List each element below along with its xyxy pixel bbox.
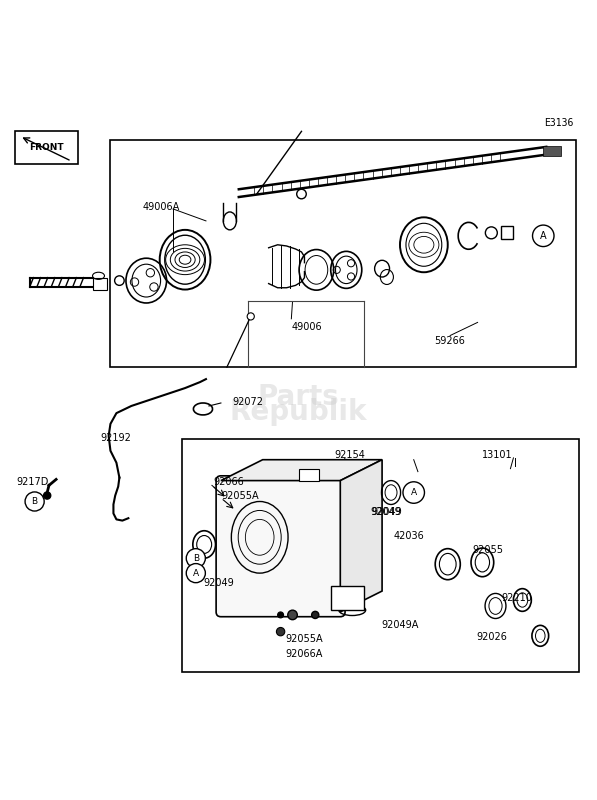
- Text: 92192: 92192: [100, 433, 131, 442]
- Text: 9217D: 9217D: [17, 478, 49, 487]
- Text: 92049: 92049: [203, 578, 234, 588]
- Text: Republik: Republik: [230, 398, 367, 426]
- Circle shape: [278, 612, 284, 618]
- Text: FRONT: FRONT: [29, 143, 63, 152]
- Polygon shape: [221, 460, 382, 481]
- Text: A: A: [193, 569, 199, 578]
- Text: 59266: 59266: [435, 337, 466, 346]
- Text: Parts: Parts: [258, 383, 339, 411]
- Circle shape: [247, 313, 254, 320]
- Text: 92049: 92049: [370, 507, 401, 518]
- Text: 92049A: 92049A: [381, 620, 418, 630]
- Circle shape: [288, 610, 297, 620]
- Text: 42036: 42036: [394, 531, 425, 541]
- Circle shape: [186, 563, 205, 582]
- Text: A: A: [540, 231, 547, 241]
- Text: 49006A: 49006A: [142, 202, 179, 212]
- Circle shape: [403, 482, 424, 503]
- Bar: [543, 146, 561, 157]
- Text: 92026: 92026: [476, 632, 507, 642]
- Bar: [182, 439, 579, 672]
- Circle shape: [276, 627, 285, 636]
- Text: 92066A: 92066A: [285, 649, 323, 658]
- Text: 92055A: 92055A: [285, 634, 323, 644]
- Bar: [501, 226, 513, 239]
- Circle shape: [533, 225, 554, 246]
- Text: 49006: 49006: [291, 322, 322, 332]
- Bar: [331, 586, 364, 610]
- Text: B: B: [193, 554, 199, 562]
- Circle shape: [25, 492, 44, 511]
- Polygon shape: [340, 460, 382, 612]
- Circle shape: [186, 549, 205, 568]
- Text: A: A: [411, 488, 417, 497]
- Circle shape: [44, 492, 51, 499]
- Bar: [93, 278, 107, 290]
- Text: B: B: [32, 497, 38, 506]
- Bar: [15, 131, 78, 164]
- Text: 92154: 92154: [334, 450, 365, 460]
- Text: 92072: 92072: [233, 397, 264, 406]
- Circle shape: [312, 611, 319, 618]
- Text: 92066: 92066: [214, 478, 245, 487]
- FancyBboxPatch shape: [216, 476, 345, 617]
- Text: 92049: 92049: [371, 506, 402, 517]
- Text: 92055A: 92055A: [221, 490, 259, 501]
- Text: 92210: 92210: [501, 594, 533, 603]
- Text: E3136: E3136: [544, 118, 573, 128]
- Bar: [298, 469, 319, 481]
- Text: 92055: 92055: [473, 546, 504, 555]
- Bar: [110, 140, 576, 367]
- Text: 13101: 13101: [482, 450, 513, 460]
